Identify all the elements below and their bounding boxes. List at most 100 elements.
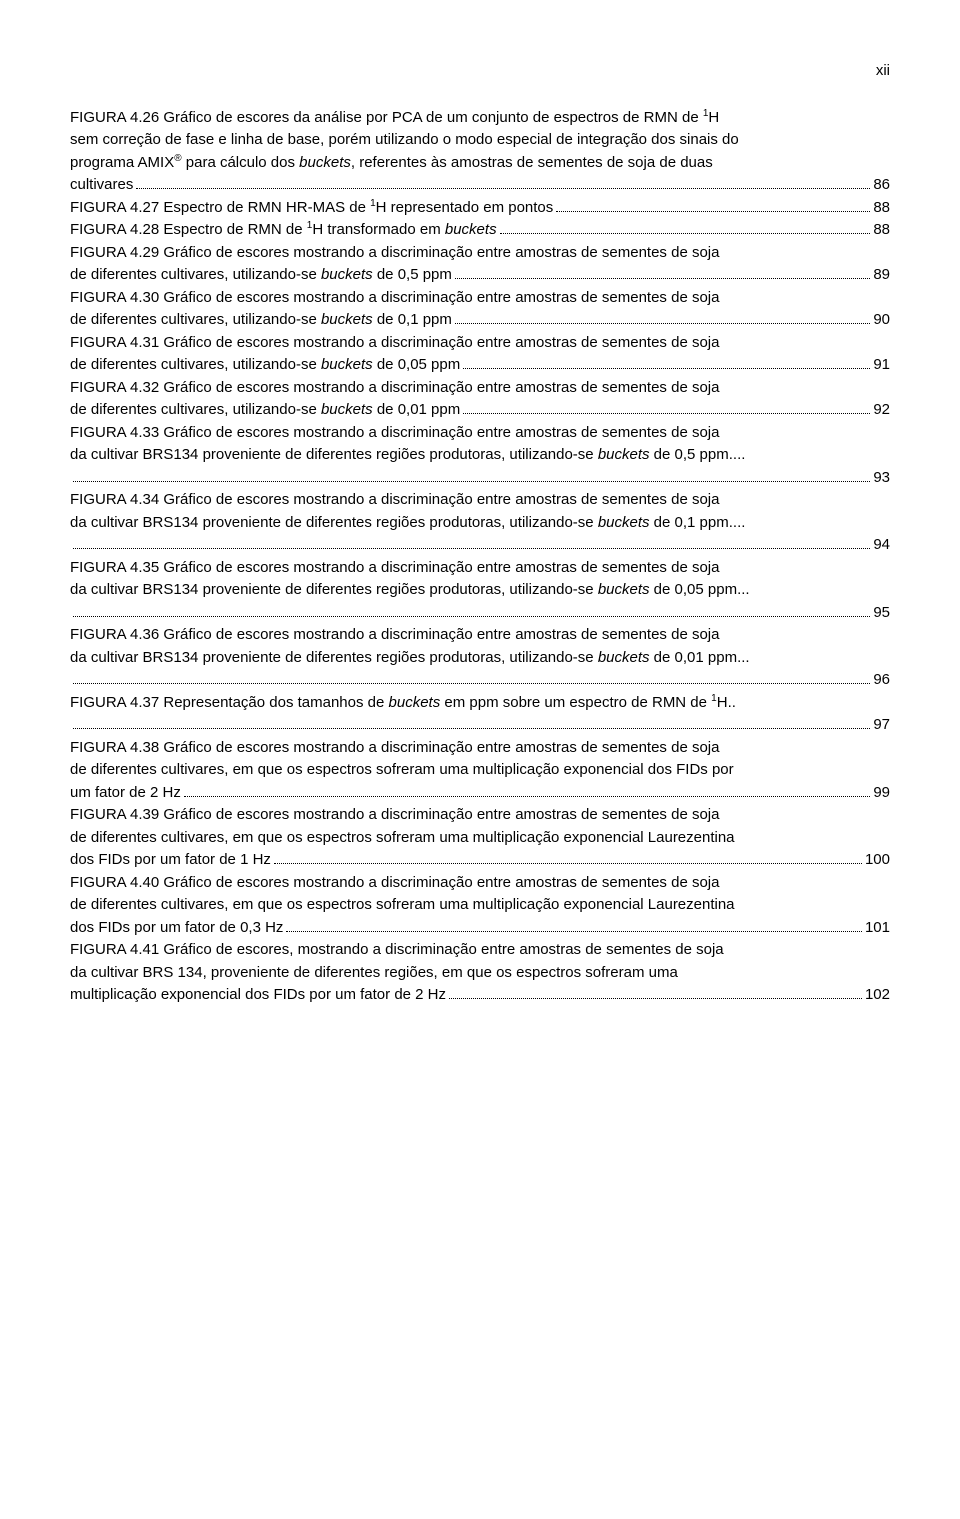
toc-entry-text: de diferentes cultivares, utilizando-se …	[70, 399, 460, 422]
toc-page-ref: 86	[873, 174, 890, 197]
toc-entry-text: de diferentes cultivares, utilizando-se …	[70, 354, 460, 377]
toc-entry-last-line: 93	[70, 467, 890, 490]
toc-leader-dots	[463, 413, 870, 414]
toc-entry-line: FIGURA 4.39 Gráfico de escores mostrando…	[70, 804, 890, 827]
toc-entry-line: FIGURA 4.34 Gráfico de escores mostrando…	[70, 489, 890, 512]
toc-entry-text: de diferentes cultivares, utilizando-se …	[70, 264, 452, 287]
toc-entry: FIGURA 4.32 Gráfico de escores mostrando…	[70, 377, 890, 422]
toc-leader-dots	[455, 323, 870, 324]
toc-entry-text: de diferentes cultivares, utilizando-se …	[70, 309, 452, 332]
toc-page-ref: 93	[873, 467, 890, 490]
toc-entry-line: da cultivar BRS134 proveniente de difere…	[70, 579, 890, 602]
toc-entry: FIGURA 4.37 Representação dos tamanhos d…	[70, 692, 890, 737]
toc-entry-line: FIGURA 4.32 Gráfico de escores mostrando…	[70, 377, 890, 400]
toc-page-ref: 88	[873, 219, 890, 242]
toc-entry-line: da cultivar BRS134 proveniente de difere…	[70, 444, 890, 467]
toc-entry-last-line: de diferentes cultivares, utilizando-se …	[70, 309, 890, 332]
toc-entry: FIGURA 4.41 Gráfico de escores, mostrand…	[70, 939, 890, 1007]
toc-entry: FIGURA 4.27 Espectro de RMN HR-MAS de 1H…	[70, 197, 890, 220]
toc-entry-line: da cultivar BRS134 proveniente de difere…	[70, 647, 890, 670]
toc-leader-dots	[73, 683, 870, 684]
toc-entry-last-line: FIGURA 4.27 Espectro de RMN HR-MAS de 1H…	[70, 197, 890, 220]
toc-leader-dots	[73, 548, 870, 549]
toc-entry-line: FIGURA 4.36 Gráfico de escores mostrando…	[70, 624, 890, 647]
page-number: xii	[70, 60, 890, 83]
toc-page-ref: 99	[873, 782, 890, 805]
toc-entry-text: FIGURA 4.28 Espectro de RMN de 1H transf…	[70, 219, 497, 242]
toc-page-ref: 97	[873, 714, 890, 737]
toc-leader-dots	[286, 931, 862, 932]
toc-entry-last-line: 94	[70, 534, 890, 557]
toc-page-ref: 92	[873, 399, 890, 422]
toc-leader-dots	[184, 796, 870, 797]
toc-leader-dots	[455, 278, 870, 279]
toc-page-ref: 90	[873, 309, 890, 332]
toc-entry-line: de diferentes cultivares, em que os espe…	[70, 759, 890, 782]
toc-leader-dots	[73, 616, 870, 617]
toc-entry-line: FIGURA 4.41 Gráfico de escores, mostrand…	[70, 939, 890, 962]
toc-entry-last-line: um fator de 2 Hz 99	[70, 782, 890, 805]
toc-page-ref: 96	[873, 669, 890, 692]
toc-entry: FIGURA 4.36 Gráfico de escores mostrando…	[70, 624, 890, 692]
toc-page-ref: 102	[865, 984, 890, 1007]
toc-entry: FIGURA 4.33 Gráfico de escores mostrando…	[70, 422, 890, 490]
toc-entry-last-line: 95	[70, 602, 890, 625]
toc-entry-line: FIGURA 4.33 Gráfico de escores mostrando…	[70, 422, 890, 445]
toc-entry-last-line: multiplicação exponencial dos FIDs por u…	[70, 984, 890, 1007]
toc-leader-dots	[73, 728, 870, 729]
toc-leader-dots	[73, 481, 870, 482]
toc-entry-line: sem correção de fase e linha de base, po…	[70, 129, 890, 152]
toc-entry-text: cultivares	[70, 174, 133, 197]
toc-entry-line: FIGURA 4.26 Gráfico de escores da anális…	[70, 107, 890, 130]
toc-entry-line: de diferentes cultivares, em que os espe…	[70, 894, 890, 917]
toc-entry-last-line: 96	[70, 669, 890, 692]
toc-entry-last-line: cultivares 86	[70, 174, 890, 197]
toc-entry-line: da cultivar BRS134 proveniente de difere…	[70, 512, 890, 535]
toc-entry: FIGURA 4.40 Gráfico de escores mostrando…	[70, 872, 890, 940]
toc-leader-dots	[463, 368, 870, 369]
toc-entry-last-line: de diferentes cultivares, utilizando-se …	[70, 264, 890, 287]
toc-entry-last-line: 97	[70, 714, 890, 737]
toc-page-ref: 100	[865, 849, 890, 872]
toc-entry-last-line: dos FIDs por um fator de 0,3 Hz 101	[70, 917, 890, 940]
toc-entry-line: programa AMIX® para cálculo dos buckets,…	[70, 152, 890, 175]
toc-entry-line: FIGURA 4.30 Gráfico de escores mostrando…	[70, 287, 890, 310]
toc-entry-line: FIGURA 4.38 Gráfico de escores mostrando…	[70, 737, 890, 760]
toc-entry: FIGURA 4.38 Gráfico de escores mostrando…	[70, 737, 890, 805]
toc-entry-last-line: de diferentes cultivares, utilizando-se …	[70, 354, 890, 377]
toc-entry-text: dos FIDs por um fator de 1 Hz	[70, 849, 271, 872]
toc-entry: FIGURA 4.31 Gráfico de escores mostrando…	[70, 332, 890, 377]
toc-entry: FIGURA 4.35 Gráfico de escores mostrando…	[70, 557, 890, 625]
toc-page-ref: 95	[873, 602, 890, 625]
toc-entry: FIGURA 4.30 Gráfico de escores mostrando…	[70, 287, 890, 332]
toc-entry-line: FIGURA 4.40 Gráfico de escores mostrando…	[70, 872, 890, 895]
toc-content: FIGURA 4.26 Gráfico de escores da anális…	[70, 107, 890, 1007]
toc-leader-dots	[556, 211, 870, 212]
toc-leader-dots	[136, 188, 870, 189]
toc-entry-last-line: FIGURA 4.28 Espectro de RMN de 1H transf…	[70, 219, 890, 242]
toc-entry-last-line: de diferentes cultivares, utilizando-se …	[70, 399, 890, 422]
toc-page-ref: 89	[873, 264, 890, 287]
toc-page-ref: 91	[873, 354, 890, 377]
toc-page-ref: 94	[873, 534, 890, 557]
toc-entry-last-line: dos FIDs por um fator de 1 Hz 100	[70, 849, 890, 872]
toc-entry-line: FIGURA 4.37 Representação dos tamanhos d…	[70, 692, 890, 715]
toc-entry: FIGURA 4.26 Gráfico de escores da anális…	[70, 107, 890, 197]
toc-page-ref: 101	[865, 917, 890, 940]
toc-entry: FIGURA 4.34 Gráfico de escores mostrando…	[70, 489, 890, 557]
toc-leader-dots	[274, 863, 862, 864]
toc-leader-dots	[500, 233, 871, 234]
toc-entry-line: da cultivar BRS 134, proveniente de dife…	[70, 962, 890, 985]
toc-entry-text: dos FIDs por um fator de 0,3 Hz	[70, 917, 283, 940]
toc-entry-text: um fator de 2 Hz	[70, 782, 181, 805]
toc-entry: FIGURA 4.29 Gráfico de escores mostrando…	[70, 242, 890, 287]
toc-entry: FIGURA 4.39 Gráfico de escores mostrando…	[70, 804, 890, 872]
toc-entry-line: FIGURA 4.29 Gráfico de escores mostrando…	[70, 242, 890, 265]
toc-entry-line: FIGURA 4.35 Gráfico de escores mostrando…	[70, 557, 890, 580]
toc-entry-line: FIGURA 4.31 Gráfico de escores mostrando…	[70, 332, 890, 355]
toc-entry-text: multiplicação exponencial dos FIDs por u…	[70, 984, 446, 1007]
toc-entry-line: de diferentes cultivares, em que os espe…	[70, 827, 890, 850]
toc-page-ref: 88	[873, 197, 890, 220]
toc-entry-text: FIGURA 4.27 Espectro de RMN HR-MAS de 1H…	[70, 197, 553, 220]
toc-entry: FIGURA 4.28 Espectro de RMN de 1H transf…	[70, 219, 890, 242]
